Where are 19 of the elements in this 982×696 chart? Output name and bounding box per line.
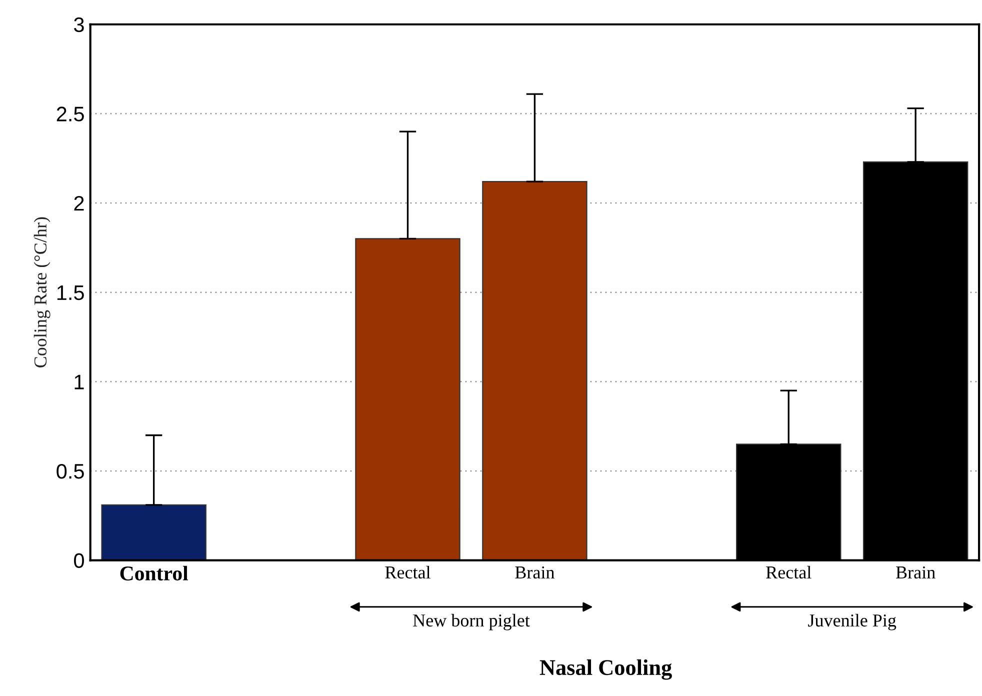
x-tick-label: Control [120, 566, 188, 580]
y-tick-label: 2 [74, 196, 84, 211]
y-axis-title: Cooling Rate (°C/hr) [34, 217, 50, 368]
y-tick-label: 1.5 [57, 286, 84, 300]
y-tick-label: 2.5 [56, 106, 84, 122]
x-tick-label: Rectal [766, 566, 812, 579]
x-tick-label: Rectal [385, 566, 430, 579]
bar [101, 504, 206, 560]
text: New born piglet [413, 614, 530, 630]
y-tick-label: 0 [74, 553, 84, 568]
x-tick-label: Brain [896, 566, 936, 579]
bar [355, 238, 460, 560]
x-axis-title: Nasal Cooling [540, 659, 672, 680]
y-tick-label: 1 [74, 374, 84, 390]
x-tick-label: Brain [515, 566, 554, 579]
y-tick-label: 3 [74, 17, 84, 32]
text: Juvenile Pig [808, 614, 896, 630]
bar [482, 181, 588, 560]
y-tick-label: 0.5 [56, 464, 84, 479]
